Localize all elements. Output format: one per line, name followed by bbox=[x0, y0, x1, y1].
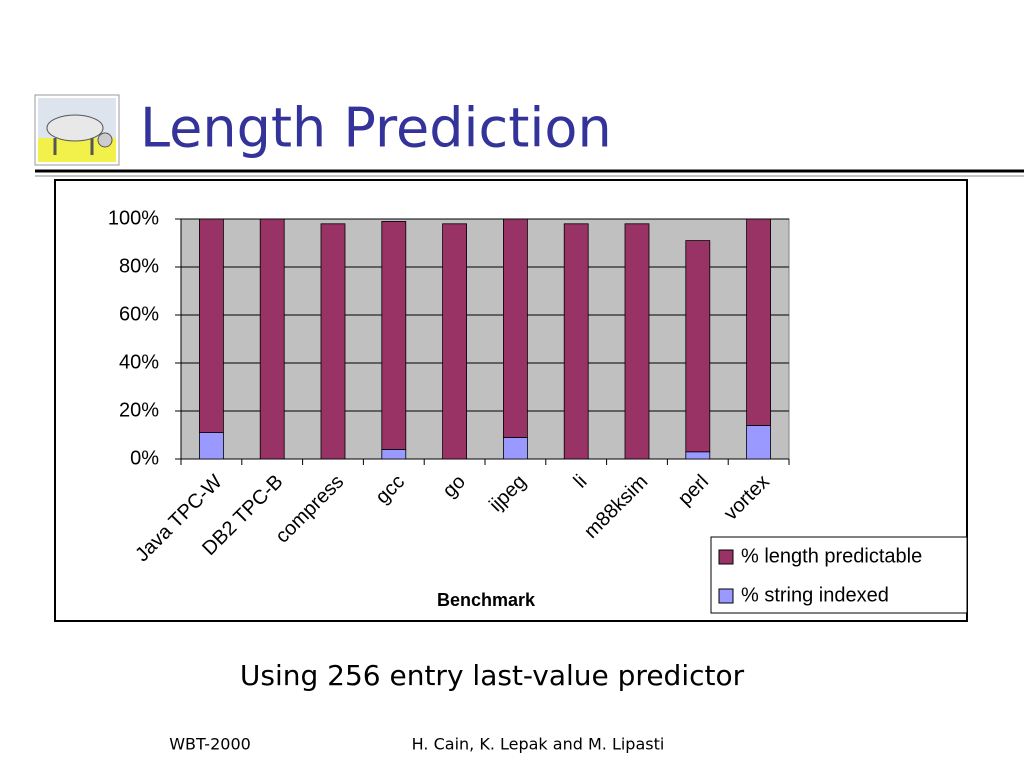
bar-segment bbox=[624, 223, 650, 460]
bar-segment bbox=[746, 218, 771, 426]
legend-swatch bbox=[718, 549, 734, 565]
y-tick-label: 20% bbox=[119, 399, 159, 421]
footer-center: H. Cain, K. Lepak and M. Lipasti bbox=[412, 735, 665, 754]
logo bbox=[34, 94, 120, 166]
bar-segment bbox=[259, 218, 285, 460]
y-tick-label: 80% bbox=[119, 255, 159, 277]
bar-segment bbox=[685, 451, 711, 460]
subtitle: Using 256 entry last-value predictor bbox=[240, 659, 745, 692]
x-axis-title: Benchmark bbox=[437, 590, 536, 610]
bar-segment bbox=[502, 218, 528, 438]
logo-cow bbox=[46, 114, 104, 142]
legend-box bbox=[710, 536, 968, 614]
bar-segment bbox=[685, 240, 711, 453]
bar-segment bbox=[381, 448, 407, 460]
bar-segment bbox=[381, 220, 407, 450]
bar-segment bbox=[442, 223, 468, 460]
y-tick-label: 40% bbox=[119, 351, 159, 373]
bar-segment bbox=[198, 218, 224, 434]
slide-title: Length Prediction bbox=[140, 97, 612, 160]
bar-segment bbox=[563, 223, 589, 460]
legend-label: % length predictable bbox=[741, 545, 922, 567]
y-tick-label: 100% bbox=[108, 207, 159, 229]
y-tick-label: 0% bbox=[130, 447, 159, 469]
footer-left: WBT-2000 bbox=[169, 735, 251, 754]
bar-segment bbox=[746, 424, 771, 460]
bar-segment bbox=[320, 223, 346, 460]
logo-head bbox=[97, 132, 113, 148]
bar-segment bbox=[198, 432, 224, 460]
y-tick-label: 60% bbox=[119, 303, 159, 325]
legend-swatch bbox=[718, 588, 734, 604]
legend-label: % string indexed bbox=[741, 584, 889, 606]
bar-segment bbox=[502, 436, 528, 460]
